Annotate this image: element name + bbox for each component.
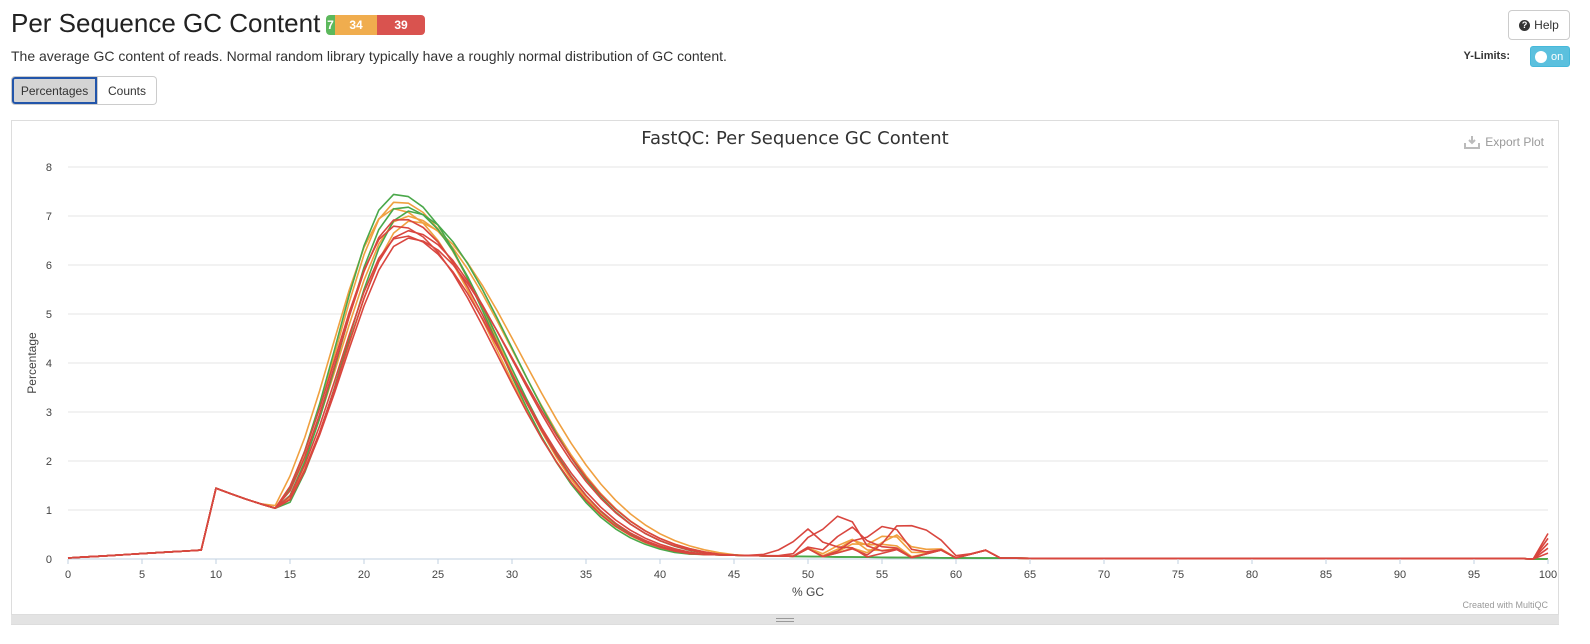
question-icon: ? (1519, 19, 1531, 31)
status-pass-count[interactable]: 7 (326, 15, 335, 35)
data-view-tabs: Percentages Counts (11, 76, 157, 105)
status-fail-count[interactable]: 39 (377, 15, 425, 35)
download-icon (1464, 136, 1481, 149)
help-label: Help (1534, 18, 1559, 32)
toggle-knob (1535, 50, 1547, 63)
page-title: Per Sequence GC Content (11, 8, 321, 38)
status-badge[interactable]: 7 34 39 (326, 15, 425, 35)
toggle-state: on (1551, 50, 1564, 63)
plot-resize-handle[interactable] (11, 614, 1559, 624)
ylimits-toggle[interactable]: on (1530, 46, 1570, 67)
grip-icon (776, 617, 794, 622)
export-label: Export Plot (1485, 135, 1544, 149)
chart-title: FastQC: Per Sequence GC Content (641, 128, 949, 149)
tab-percentages[interactable]: Percentages (11, 76, 98, 105)
status-warn-count[interactable]: 34 (335, 15, 377, 35)
help-button[interactable]: ? Help (1508, 10, 1570, 40)
tab-counts[interactable]: Counts (98, 76, 157, 105)
ylimits-label: Y-Limits: (1463, 50, 1510, 62)
section-description: The average GC content of reads. Normal … (11, 48, 727, 64)
credit-text: Created with MultiQC (1462, 600, 1548, 610)
export-plot-button[interactable]: Export Plot (1464, 135, 1544, 149)
plot-container (11, 120, 1559, 625)
